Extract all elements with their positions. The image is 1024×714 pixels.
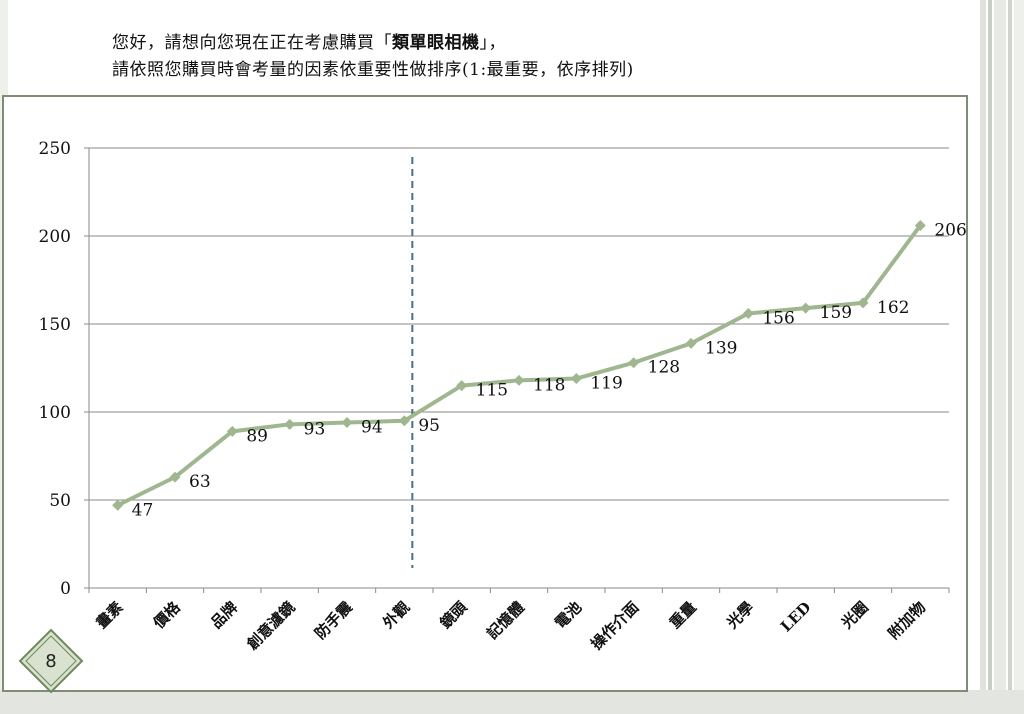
chart-frame: 0 50 100 150 200 250 畫素 價格 品牌 創意濾鏡 防手震 外觀 鏡頭 記憶體 電池 操作介…: [2, 95, 968, 692]
data-point: [341, 417, 353, 429]
slide-number: 8: [45, 650, 57, 672]
data-label: 89: [246, 426, 268, 446]
data-point: [742, 307, 754, 319]
x-category-label: 電池: [551, 598, 585, 632]
x-category-label: 附加物: [885, 598, 930, 643]
question-line-1-prefix: 您好，請想向您現在正在考慮購買「: [112, 33, 392, 53]
data-point: [226, 425, 238, 437]
question-line-2: 請依照您購買時會考量的因素依重要性做排序(1:最重要，依序排列): [112, 60, 634, 80]
question-line-1-suffix: 」，: [479, 33, 506, 53]
data-label: 128: [648, 358, 680, 378]
product-name: 類單眼相機: [392, 33, 480, 53]
data-point: [169, 471, 181, 483]
data-point: [398, 415, 410, 427]
data-label: 93: [304, 419, 326, 439]
data-point: [857, 297, 869, 309]
data-point: [628, 357, 640, 369]
question-header: 您好，請想向您現在正在考慮購買「類單眼相機」， 請依照您購買時會考量的因素依重要…: [112, 30, 634, 84]
x-category-label: 畫素: [93, 598, 127, 632]
x-category-label: 重量: [666, 598, 700, 632]
x-category-label: 操作介面: [587, 598, 642, 653]
data-label: 95: [418, 416, 440, 436]
right-decor-stripe-2: [988, 0, 992, 714]
right-decor-stripe-1: [980, 0, 986, 714]
data-label: 118: [533, 375, 565, 395]
y-tick-label: 0: [60, 579, 71, 599]
data-label: 206: [934, 220, 966, 240]
data-label: 159: [820, 303, 852, 323]
y-tick-label: 150: [39, 315, 71, 335]
slide-number-diamond: [18, 628, 84, 694]
right-decor-stripe-3: [994, 0, 1006, 714]
data-point: [456, 380, 468, 392]
data-point: [800, 302, 812, 314]
y-tick-label: 200: [39, 227, 71, 247]
x-category-label: 鏡頭: [437, 597, 472, 632]
x-category-label: 光學: [723, 598, 758, 633]
x-category-label: 防手震: [311, 597, 356, 642]
data-point: [914, 219, 926, 231]
data-label: 47: [132, 500, 154, 520]
x-category-label: 品牌: [207, 598, 241, 632]
x-category-label: 創意濾鏡: [243, 598, 299, 654]
right-decor-stripe-5: [1014, 0, 1024, 714]
x-category-label: LED: [777, 598, 814, 635]
data-point: [284, 418, 296, 430]
y-tick-label: 250: [39, 139, 71, 159]
data-label: 115: [476, 381, 508, 401]
question-line-1: 您好，請想向您現在正在考慮購買「類單眼相機」，: [112, 30, 634, 57]
data-point: [570, 373, 582, 385]
data-label: 162: [877, 298, 909, 318]
data-point: [513, 374, 525, 386]
line-chart: 0 50 100 150 200 250 畫素 價格 品牌 創意濾鏡 防手震 外觀 鏡頭 記憶體 電池 操作介…: [39, 139, 967, 654]
data-label: 94: [361, 418, 383, 438]
data-label: 156: [762, 308, 794, 328]
data-point: [112, 499, 124, 511]
x-category-label: 光圈: [837, 598, 872, 633]
data-label: 63: [189, 472, 211, 492]
x-category-label: 價格: [149, 597, 184, 632]
x-category-label: 外觀: [379, 598, 414, 633]
y-tick-label: 50: [49, 491, 71, 511]
data-label: 119: [590, 374, 622, 394]
bottom-decor-band: [0, 690, 1024, 714]
data-label: 139: [705, 338, 737, 358]
y-tick-label: 100: [39, 403, 71, 423]
x-category-label: 記憶體: [483, 598, 528, 643]
series-line: [116, 224, 922, 508]
right-decor-stripe-4: [1008, 0, 1012, 714]
data-point: [685, 337, 697, 349]
